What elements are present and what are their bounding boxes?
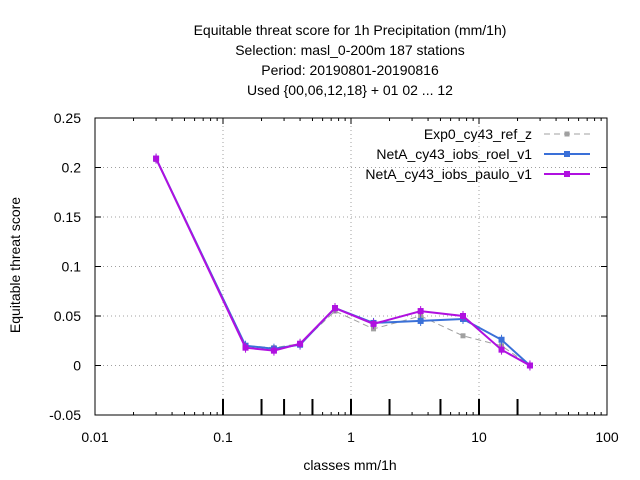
x-axis: 0.01 0.1 1 10 100	[81, 118, 619, 445]
x-tick-label: 100	[595, 429, 619, 445]
x-tick-label: 0.01	[81, 429, 108, 445]
y-tick-label: 0.05	[54, 308, 81, 324]
y-tick-label: 0.2	[62, 160, 82, 176]
x-tick-label: 10	[471, 429, 487, 445]
series-line	[155, 158, 531, 367]
chart-title-line: Selection: masl_0-200m 187 stations	[235, 42, 465, 58]
legend-item: NetA_cy43_iobs_paulo_v1	[365, 166, 590, 182]
chart-title-line: Used {00,06,12,18} + 01 02 ... 12	[247, 82, 453, 98]
y-tick-label: 0.15	[54, 209, 81, 225]
legend-label: Exp0_cy43_ref_z	[424, 126, 532, 142]
legend-item: NetA_cy43_iobs_roel_v1	[376, 146, 590, 162]
legend-item: Exp0_cy43_ref_z	[424, 126, 590, 142]
series-line	[155, 159, 531, 366]
chart-title: Equitable threat score for 1h Precipitat…	[194, 22, 507, 98]
y-axis: -0.05 0 0.05 0.1 0.15 0.2 0.25	[49, 110, 607, 423]
series-NetA_cy43_iobs_roel_v1	[153, 153, 533, 371]
series-NetA_cy43_iobs_paulo_v1	[153, 153, 533, 371]
y-tick-label: 0	[73, 358, 81, 374]
x-tick-label: 0.1	[213, 429, 233, 445]
grid	[95, 118, 607, 415]
y-tick-label: 0.1	[62, 259, 82, 275]
chart-title-line: Period: 20190801-20190816	[261, 62, 439, 78]
series	[153, 153, 533, 371]
legend-label: NetA_cy43_iobs_paulo_v1	[365, 166, 532, 182]
series-line	[155, 158, 531, 367]
legend-label: NetA_cy43_iobs_roel_v1	[376, 146, 532, 162]
y-axis-label: Equitable threat score	[7, 197, 23, 333]
y-tick-label: 0.25	[54, 110, 81, 126]
x-axis-label: classes mm/1h	[303, 457, 396, 473]
legend: Exp0_cy43_ref_z NetA_cy43_iobs_roel_v1 Net…	[365, 126, 590, 182]
y-tick-label: -0.05	[49, 407, 81, 423]
series-Exp0_cy43_ref_z	[153, 157, 533, 368]
legend-marker	[564, 131, 570, 137]
chart-title-line: Equitable threat score for 1h Precipitat…	[194, 22, 507, 38]
legend-marker	[564, 171, 570, 177]
legend-marker	[564, 151, 570, 157]
class-markers	[222, 399, 519, 415]
data-point	[460, 333, 466, 339]
x-tick-label: 1	[347, 429, 355, 445]
